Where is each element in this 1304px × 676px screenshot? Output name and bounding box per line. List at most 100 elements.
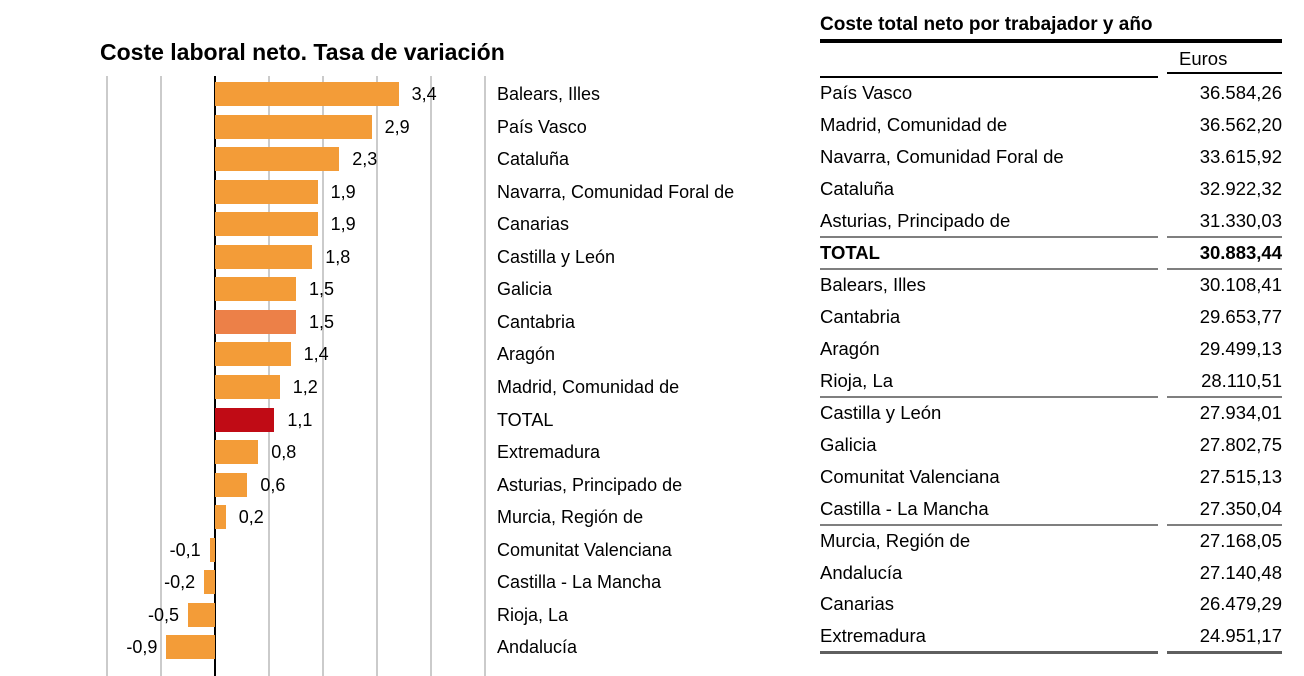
table-group-separator: [820, 523, 1282, 526]
table-row: TOTAL 30.883,44: [820, 237, 1282, 269]
euros-value: 27.350,04: [1199, 497, 1282, 519]
bar-value-label: 1,1: [287, 409, 313, 430]
bar-value-label: 1,5: [309, 311, 335, 332]
bar-value-label: 0,6: [260, 474, 286, 495]
bar-category-label: Galicia: [497, 279, 553, 300]
chart-gridline: [430, 76, 432, 676]
table-row: Canarias 26.479,29: [820, 589, 1282, 621]
bar-value-label: -0,5: [147, 604, 179, 625]
bar-value-label: 1,4: [303, 344, 329, 365]
chart-bar: [215, 82, 399, 106]
table-row: Asturias, Principado de 31.330,03: [820, 205, 1282, 237]
bar-category-label: Rioja, La: [497, 604, 569, 625]
region-name: Navarra, Comunidad Foral de: [820, 146, 1064, 168]
bar-value-label: 1,8: [325, 246, 351, 267]
table-row: Castilla - La Mancha 27.350,04: [820, 493, 1282, 525]
bar-category-label: Cantabria: [497, 311, 576, 332]
euros-value: 27.140,48: [1199, 561, 1282, 583]
table-row: Rioja, La 28.110,51: [820, 365, 1282, 397]
chart-gridline: [322, 76, 324, 676]
table-row: Andalucía 27.140,48: [820, 557, 1282, 589]
chart-gridline: [376, 76, 378, 676]
bar-value-label: 2,3: [352, 149, 378, 170]
chart-bar: [204, 570, 215, 595]
euros-value: 36.584,26: [1199, 82, 1282, 104]
region-name: Castilla y León: [820, 401, 942, 423]
euros-value: 26.479,29: [1199, 593, 1282, 615]
table-row: Navarra, Comunidad Foral de 33.615,92: [820, 141, 1282, 173]
region-name: País Vasco: [820, 82, 913, 104]
chart-bar: [209, 537, 215, 562]
bar-value-label: -0,9: [126, 637, 158, 658]
bar-category-label: Comunitat Valenciana: [497, 539, 672, 560]
table-group-separator: [820, 268, 1282, 271]
table-header: Euros: [820, 43, 1282, 78]
chart-gridline: [160, 76, 162, 676]
euros-value: 33.615,92: [1199, 146, 1282, 168]
region-name: Cataluña: [820, 178, 895, 200]
region-name: Extremadura: [820, 625, 926, 647]
euros-value: 27.515,13: [1199, 465, 1282, 487]
bar-value-label: 1,2: [292, 376, 318, 397]
euros-value: 24.951,17: [1199, 625, 1282, 647]
euros-value: 29.653,77: [1199, 306, 1282, 328]
chart-bar: [215, 440, 259, 465]
bar-value-label: 1,5: [309, 279, 335, 300]
cost-per-worker-table: Coste total neto por trabajador y año Eu…: [820, 14, 1282, 655]
bar-value-label: 3,4: [411, 84, 437, 104]
chart-bar: [215, 505, 226, 530]
chart-bar: [215, 244, 313, 269]
euros-value: 27.168,05: [1199, 529, 1282, 551]
table-row: Murcia, Región de 27.168,05: [820, 525, 1282, 557]
bar-value-label: 2,9: [384, 116, 410, 137]
bar-category-label: Castilla y León: [497, 246, 616, 267]
bar-category-label: TOTAL: [497, 409, 554, 430]
region-name: Balears, Illes: [820, 274, 926, 296]
stub-column-rule: [820, 75, 1158, 78]
table-row: Comunitat Valenciana 27.515,13: [820, 461, 1282, 493]
bar-category-label: Aragón: [497, 344, 556, 365]
bar-category-label: Castilla - La Mancha: [497, 572, 662, 593]
bar-category-label: Cataluña: [497, 149, 570, 170]
euros-value: 27.934,01: [1199, 401, 1282, 423]
table-title: Coste total neto por trabajador y año: [820, 14, 1153, 35]
bar-category-label: Madrid, Comunidad de: [497, 376, 680, 397]
chart-gridline: [484, 76, 486, 676]
chart-bar: [215, 374, 280, 399]
region-name: TOTAL: [820, 242, 880, 264]
bar-category-label: Asturias, Principado de: [497, 474, 683, 495]
table-row: Castilla y León 27.934,01: [820, 397, 1282, 429]
table-row: Cataluña 32.922,32: [820, 173, 1282, 205]
euros-value: 30.108,41: [1199, 274, 1282, 296]
chart-bar: [215, 309, 296, 334]
bar-value-label: 1,9: [330, 181, 356, 202]
euros-value: 31.330,03: [1199, 210, 1282, 232]
euros-value: 27.802,75: [1199, 433, 1282, 455]
table-row: Cantabria 29.653,77: [820, 301, 1282, 333]
bar-category-label: Extremadura: [497, 442, 601, 463]
table-group-separator: [820, 651, 1282, 655]
bar-category-label: Navarra, Comunidad Foral de: [497, 181, 735, 202]
chart-bar: [188, 602, 215, 627]
table-row: Aragón 29.499,13: [820, 333, 1282, 365]
euros-column-header: Euros: [1167, 48, 1282, 74]
chart-bar: [215, 147, 340, 172]
table-row: Balears, Illes 30.108,41: [820, 269, 1282, 301]
region-name: Andalucía: [820, 561, 903, 583]
region-name: Murcia, Región de: [820, 529, 971, 551]
chart-bar: [215, 179, 318, 204]
bar-value-label: 0,2: [238, 507, 264, 528]
region-name: Madrid, Comunidad de: [820, 114, 1008, 136]
chart-bar: [215, 472, 248, 497]
table-title-rule: [820, 39, 1282, 43]
region-name: Galicia: [820, 433, 877, 455]
table-group-separator: [820, 236, 1282, 239]
chart-bar: [215, 342, 291, 367]
bar-value-label: -0,1: [169, 539, 201, 560]
bar-value-label: 0,8: [271, 442, 297, 463]
region-name: Cantabria: [820, 306, 901, 328]
bar-category-label: Murcia, Región de: [497, 507, 644, 528]
region-name: Asturias, Principado de: [820, 210, 1011, 232]
euros-value: 29.499,13: [1199, 337, 1282, 359]
